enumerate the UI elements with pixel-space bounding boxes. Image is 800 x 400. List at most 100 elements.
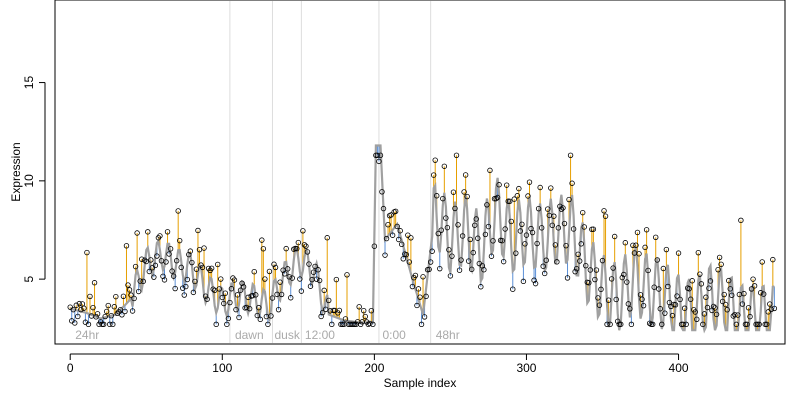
point-426 xyxy=(715,266,721,273)
point-207 xyxy=(382,252,388,258)
point-409 xyxy=(689,278,695,284)
point-308 xyxy=(535,205,542,212)
point-15 xyxy=(90,304,96,311)
point-45 xyxy=(135,288,142,295)
point-37 xyxy=(123,243,130,249)
point-454 xyxy=(757,290,764,296)
point-274 xyxy=(484,202,490,208)
plot-area-border xyxy=(54,0,786,345)
point-253 xyxy=(452,205,458,212)
point-276 xyxy=(487,167,493,174)
point-439 xyxy=(735,312,741,318)
point-393 xyxy=(665,283,671,290)
point-34 xyxy=(119,312,125,318)
point-237 xyxy=(427,259,434,265)
point-236 xyxy=(426,266,432,273)
point-306 xyxy=(532,280,539,287)
point-150 xyxy=(295,239,302,246)
point-223 xyxy=(406,259,413,265)
point-162 xyxy=(313,276,320,282)
point-423 xyxy=(710,303,717,310)
point-460 xyxy=(767,301,773,307)
point-248 xyxy=(444,224,451,231)
point-417 xyxy=(701,311,708,317)
point-381 xyxy=(646,320,653,326)
point-415 xyxy=(698,281,705,287)
point-261 xyxy=(464,193,470,200)
point-139 xyxy=(278,291,285,298)
point-321 xyxy=(555,225,562,231)
point-229 xyxy=(415,286,422,292)
region-label-0: 24hr xyxy=(75,328,99,342)
point-284 xyxy=(499,237,505,244)
point-44 xyxy=(134,230,140,236)
point-298 xyxy=(520,278,527,285)
point-362 xyxy=(618,321,624,328)
point-360 xyxy=(615,318,621,324)
point-391 xyxy=(662,310,668,316)
point-384 xyxy=(651,284,657,290)
point-87 xyxy=(199,264,206,271)
point-382 xyxy=(648,321,654,328)
point-215 xyxy=(394,223,400,230)
point-437 xyxy=(732,311,738,318)
point-9 xyxy=(81,305,87,311)
point-146 xyxy=(289,275,295,281)
point-368 xyxy=(627,306,633,312)
point-68 xyxy=(170,273,177,279)
point-203 xyxy=(376,158,382,165)
point-114 xyxy=(240,284,247,290)
point-172 xyxy=(329,321,335,328)
point-39 xyxy=(126,287,133,293)
point-121 xyxy=(251,268,257,275)
point-401 xyxy=(677,296,683,303)
point-158 xyxy=(307,283,314,289)
point-341 xyxy=(586,280,592,286)
point-81 xyxy=(190,289,197,296)
point-424 xyxy=(712,305,718,311)
point-95 xyxy=(211,287,218,294)
point-106 xyxy=(228,286,235,292)
point-390 xyxy=(660,265,667,272)
point-164 xyxy=(316,277,323,284)
point-367 xyxy=(625,301,632,307)
point-155 xyxy=(303,243,309,249)
point-322 xyxy=(557,203,563,210)
point-69 xyxy=(172,285,178,292)
point-89 xyxy=(202,293,209,299)
point-446 xyxy=(745,305,752,311)
point-17 xyxy=(93,314,99,320)
point-90 xyxy=(204,296,210,302)
point-217 xyxy=(397,228,403,234)
y-tick-label-0: 5 xyxy=(22,275,36,282)
point-118 xyxy=(246,305,253,312)
point-277 xyxy=(488,253,495,259)
series-layer xyxy=(67,144,778,334)
point-295 xyxy=(516,185,522,192)
point-46 xyxy=(137,278,143,284)
fitted-line xyxy=(69,144,775,334)
point-336 xyxy=(578,241,584,247)
point-432 xyxy=(724,307,730,313)
point-319 xyxy=(552,242,559,248)
point-376 xyxy=(639,296,645,302)
point-211 xyxy=(388,212,394,218)
point-134 xyxy=(271,261,277,267)
point-356 xyxy=(608,276,615,282)
point-370 xyxy=(630,242,636,249)
point-62 xyxy=(161,277,168,283)
point-208 xyxy=(383,235,390,242)
point-42 xyxy=(131,295,137,302)
point-254 xyxy=(453,152,460,158)
point-22 xyxy=(100,321,107,328)
point-328 xyxy=(566,196,572,203)
point-330 xyxy=(569,180,575,186)
point-451 xyxy=(753,321,759,328)
point-389 xyxy=(659,321,665,328)
point-241 xyxy=(434,193,440,199)
point-335 xyxy=(576,258,583,264)
point-339 xyxy=(583,262,589,269)
point-379 xyxy=(643,227,650,233)
point-320 xyxy=(554,259,560,265)
